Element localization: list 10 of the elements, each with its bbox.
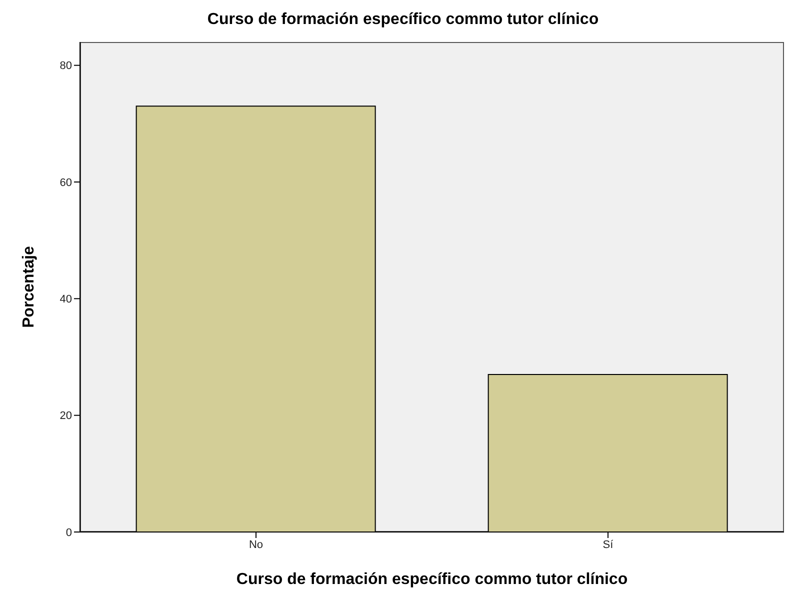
x-axis-title: Curso de formación específico commo tutor clínico [236,571,628,588]
y-tick-label: 20 [60,410,72,422]
y-tick-label: 40 [60,294,72,306]
x-tick-label: Sí [602,538,614,551]
y-tick-label: 0 [66,526,72,539]
x-tick-label: No [248,538,264,551]
y-tick-label: 80 [60,60,72,72]
chart-title: Curso de formación específico commo tutor clínico [206,10,600,30]
y-tick-label: 60 [60,176,72,189]
y-axis-title: Porcentaje [20,246,38,328]
